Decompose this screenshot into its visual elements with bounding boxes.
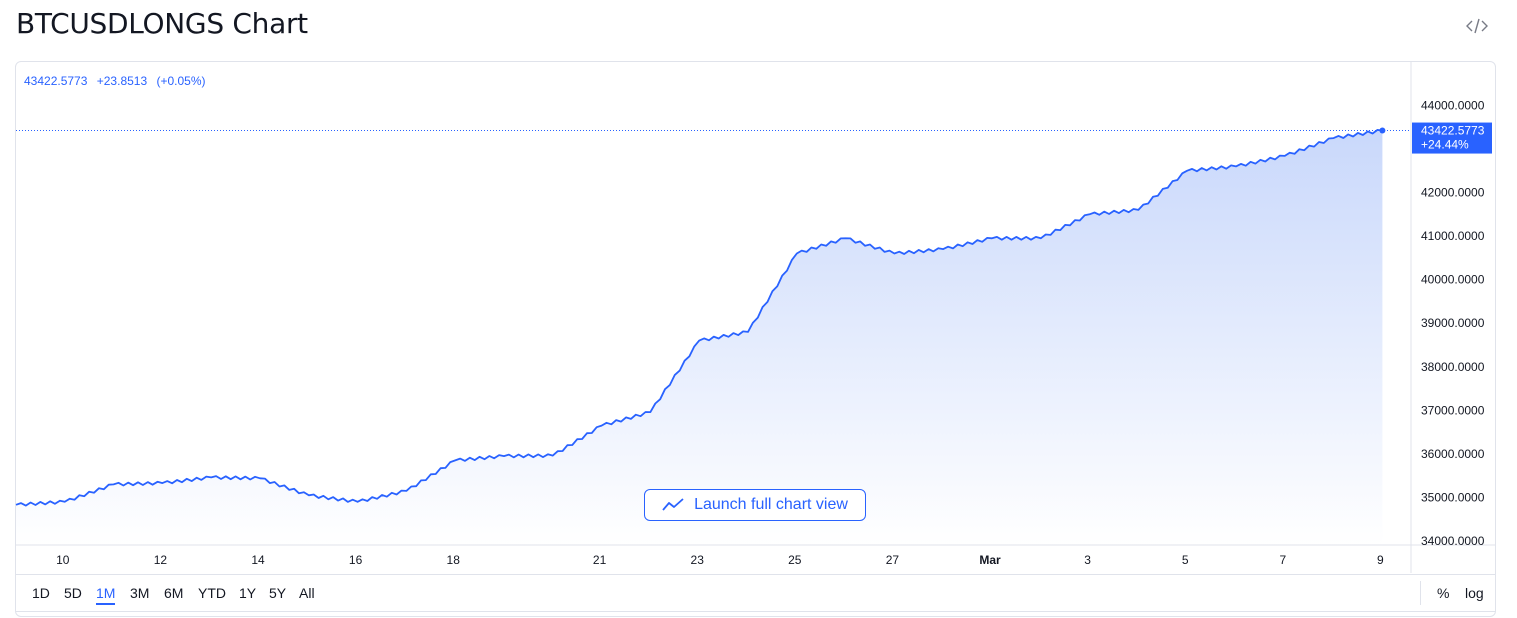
series-line: [15, 129, 1383, 507]
range-1d[interactable]: 1D: [32, 585, 50, 601]
x-tick-label: Mar: [979, 553, 1001, 567]
x-tick-label: 16: [349, 553, 363, 567]
launch-full-chart-button[interactable]: Launch full chart view: [644, 489, 866, 521]
price-legend: 43422.5773 +23.8513 (+0.05%): [24, 74, 212, 88]
x-tick-label: 23: [691, 553, 705, 567]
last-price-label-bg: [1412, 122, 1492, 154]
x-tick-label: 3: [1084, 553, 1091, 567]
y-tick-label: 35000.0000: [1421, 490, 1485, 504]
y-tick-label: 42000.0000: [1421, 186, 1485, 200]
embed-code-button[interactable]: [1462, 12, 1492, 40]
range-1y[interactable]: 1Y: [239, 585, 257, 601]
legend-change-pct: (+0.05%): [156, 74, 206, 88]
percent-scale-toggle[interactable]: %: [1437, 585, 1450, 601]
chart-line-icon: [662, 498, 684, 511]
x-tick-label: 27: [886, 553, 900, 567]
x-tick-label: 7: [1279, 553, 1286, 567]
bottom-border: [16, 611, 1496, 612]
range-3m[interactable]: 3M: [130, 585, 150, 601]
last-price-percent: +24.44%: [1421, 138, 1469, 152]
launch-button-label: Launch full chart view: [694, 496, 848, 513]
code-embed-icon: [1466, 18, 1488, 34]
last-price-value: 43422.5773: [1421, 124, 1485, 138]
range-5y[interactable]: 5Y: [269, 585, 287, 601]
y-tick-label: 36000.0000: [1421, 447, 1485, 461]
range-selector-bar: 1D 5D 1M 3M 6M YTD 1Y 5Y All % log: [16, 574, 1496, 612]
y-tick-label: 37000.0000: [1421, 403, 1485, 417]
x-tick-label: 21: [593, 553, 607, 567]
log-scale-toggle[interactable]: log: [1465, 585, 1484, 601]
y-tick-label: 34000.0000: [1421, 534, 1485, 548]
legend-change: +23.8513: [96, 74, 148, 88]
page-title: BTCUSDLONGS Chart: [16, 7, 308, 40]
x-tick-label: 10: [56, 553, 70, 567]
x-tick-label: 9: [1377, 553, 1384, 567]
last-price-dot: [1379, 127, 1386, 134]
x-tick-label: 18: [447, 553, 461, 567]
range-5d[interactable]: 5D: [64, 585, 82, 601]
y-tick-label: 39000.0000: [1421, 316, 1485, 330]
y-tick-label: 41000.0000: [1421, 229, 1485, 243]
range-1m[interactable]: 1M: [96, 585, 116, 605]
series-area: [16, 129, 1383, 545]
x-tick-label: 25: [788, 553, 802, 567]
range-separator: [1420, 581, 1421, 605]
y-tick-label: 40000.0000: [1421, 273, 1485, 287]
x-tick-label: 12: [154, 553, 168, 567]
range-ytd[interactable]: YTD: [198, 585, 226, 601]
x-tick-label: 5: [1182, 553, 1189, 567]
x-tick-label: 14: [251, 553, 265, 567]
y-tick-label: 44000.0000: [1421, 98, 1485, 112]
legend-price: 43422.5773: [24, 74, 88, 88]
range-all[interactable]: All: [299, 585, 315, 601]
y-tick-label: 38000.0000: [1421, 360, 1485, 374]
range-6m[interactable]: 6M: [164, 585, 184, 601]
